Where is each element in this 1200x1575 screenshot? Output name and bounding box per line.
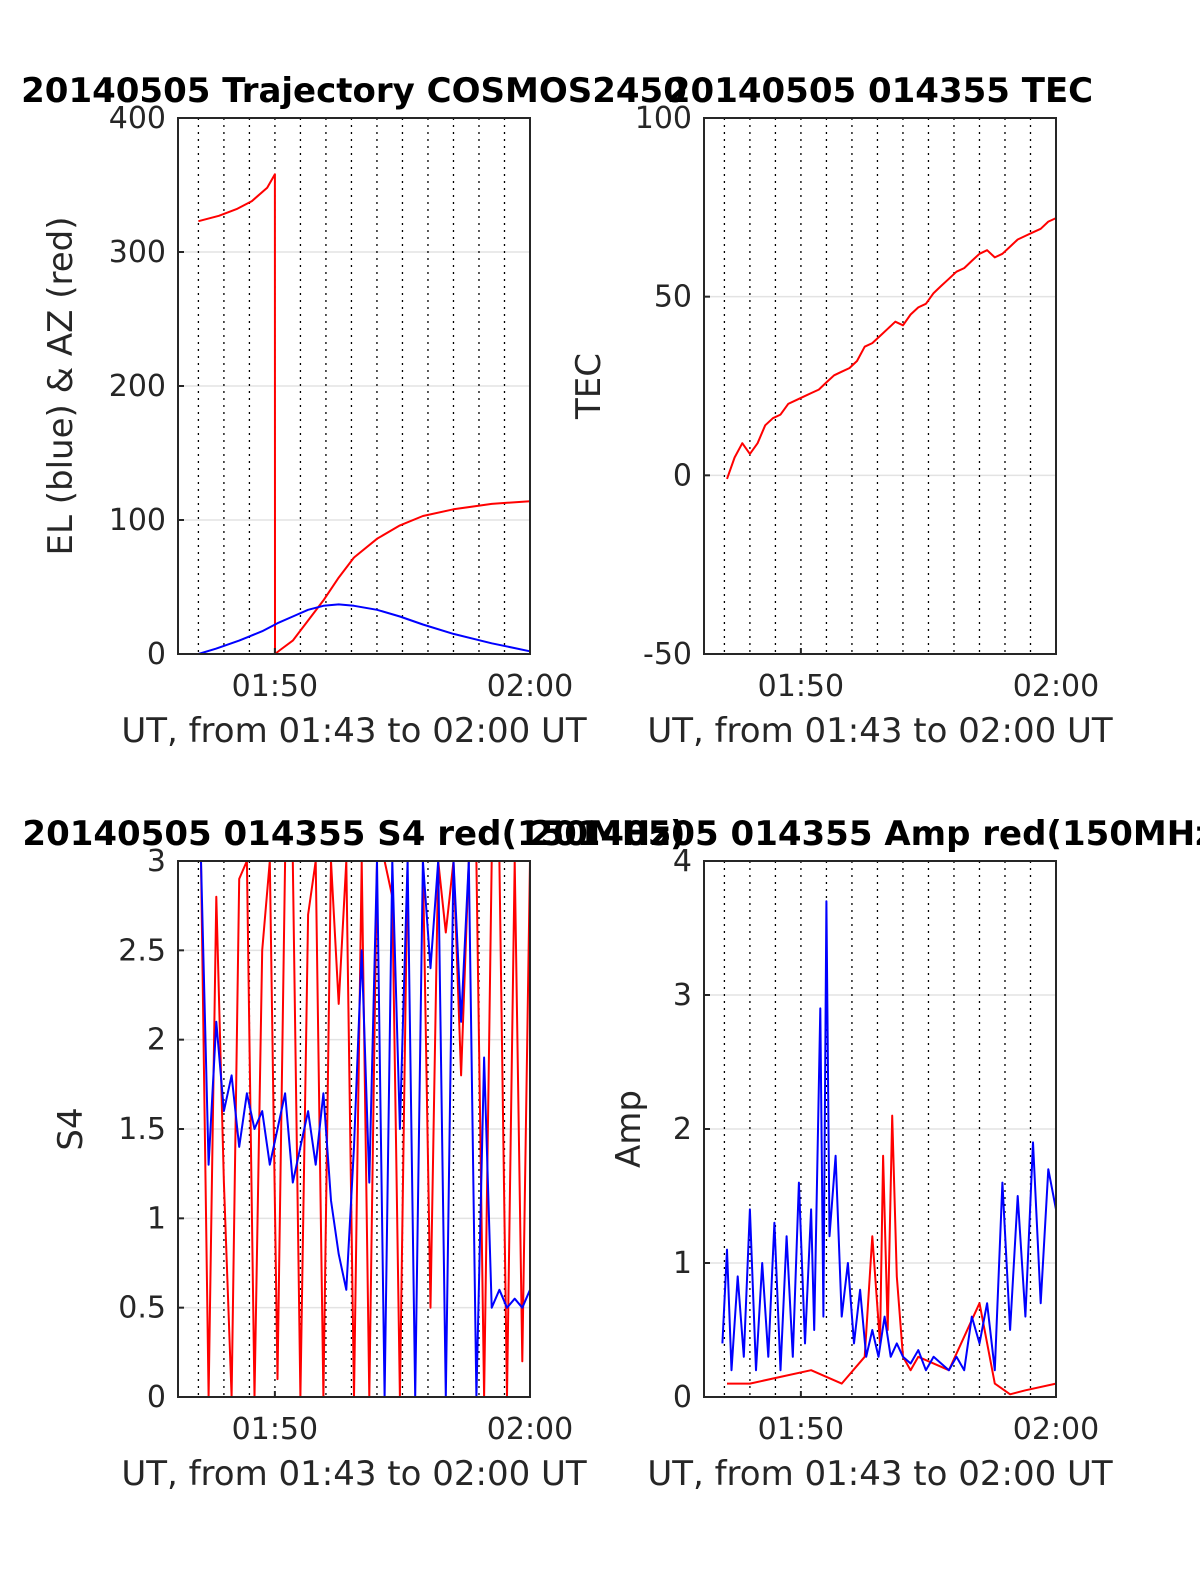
x-tick-label: 02:00: [1013, 669, 1099, 704]
y-tick-label: 100: [635, 101, 692, 136]
chart-title: 20140505 014355 Amp red(150MHz): [529, 814, 1200, 854]
y-tick-label: 0: [673, 458, 692, 493]
chart-title: 20140505 Trajectory COSMOS2450: [21, 71, 687, 111]
trajectory-panel: 0 100 200 300 400 01:50 02:00 UT, from 01:43 to…: [21, 71, 687, 751]
y-tick-label: 300: [109, 235, 166, 270]
s4-panel: 0 0.5 1 1.5 2 2.5 3 01:50 02:00 UT, from 01:43 to…: [22, 814, 685, 1494]
x-tick-label: 01:50: [758, 669, 844, 704]
y-tick-label: 4: [673, 844, 692, 879]
y-tick-label: 50: [654, 280, 692, 315]
series-line-1: [721, 900, 1057, 1372]
chart-title: 20140505 014355 TEC: [667, 71, 1093, 111]
x-axis-label: UT, from 01:43 to 02:00 UT: [121, 1454, 587, 1494]
x-tick-label: 02:00: [487, 669, 573, 704]
y-tick-label: 100: [109, 503, 166, 538]
y-tick-label: 0: [147, 637, 166, 672]
axes-frame: [703, 117, 1057, 655]
y-tick-label: 200: [109, 369, 166, 404]
series-line-1: [198, 603, 531, 655]
y-tick-label: 1: [673, 1246, 692, 1281]
x-tick-label: 02:00: [487, 1412, 573, 1447]
plot-area: [704, 118, 1056, 654]
x-tick-label: 01:50: [758, 1412, 844, 1447]
x-axis-label: UT, from 01:43 to 02:00 UT: [647, 711, 1113, 751]
x-tick-label: 01:50: [232, 1412, 318, 1447]
series-line-0: [726, 217, 1057, 480]
y-tick-label: 1: [147, 1201, 166, 1236]
y-tick-label: 1.5: [118, 1112, 166, 1147]
y-tick-label: 3: [673, 978, 692, 1013]
chart-title: 20140505 014355 S4 red(150MHz): [22, 814, 685, 854]
y-tick-label: 0.5: [118, 1291, 166, 1326]
amp-panel: 0 1 2 3 4 01:50 02:00 UT, from 01:43 to 02:00 U…: [529, 814, 1200, 1494]
y-tick-label: 3: [147, 844, 166, 879]
y-tick-label: 400: [109, 101, 166, 136]
y-axis-label: EL (blue) & AZ (red): [41, 216, 81, 555]
y-axis-label: TEC: [569, 353, 609, 420]
y-axis-label: S4: [51, 1107, 91, 1150]
tec-panel: -50 0 50 100 01:50 02:00 UT, from 01:43 to 02:…: [569, 71, 1113, 751]
series-line-1: [200, 860, 531, 1398]
y-tick-label: 2: [147, 1023, 166, 1058]
x-tick-label: 02:00: [1013, 1412, 1099, 1447]
x-tick-label: 01:50: [232, 669, 318, 704]
y-axis-label: Amp: [609, 1090, 649, 1168]
y-tick-label: 2: [673, 1112, 692, 1147]
x-axis-label: UT, from 01:43 to 02:00 UT: [121, 711, 587, 751]
y-tick-label: 0: [673, 1380, 692, 1415]
y-tick-label: 0: [147, 1380, 166, 1415]
y-tick-label: -50: [643, 637, 692, 672]
x-axis-label: UT, from 01:43 to 02:00 UT: [647, 1454, 1113, 1494]
series-line-0: [727, 1114, 1057, 1396]
series-line-0: [198, 173, 531, 655]
y-tick-label: 2.5: [118, 933, 166, 968]
